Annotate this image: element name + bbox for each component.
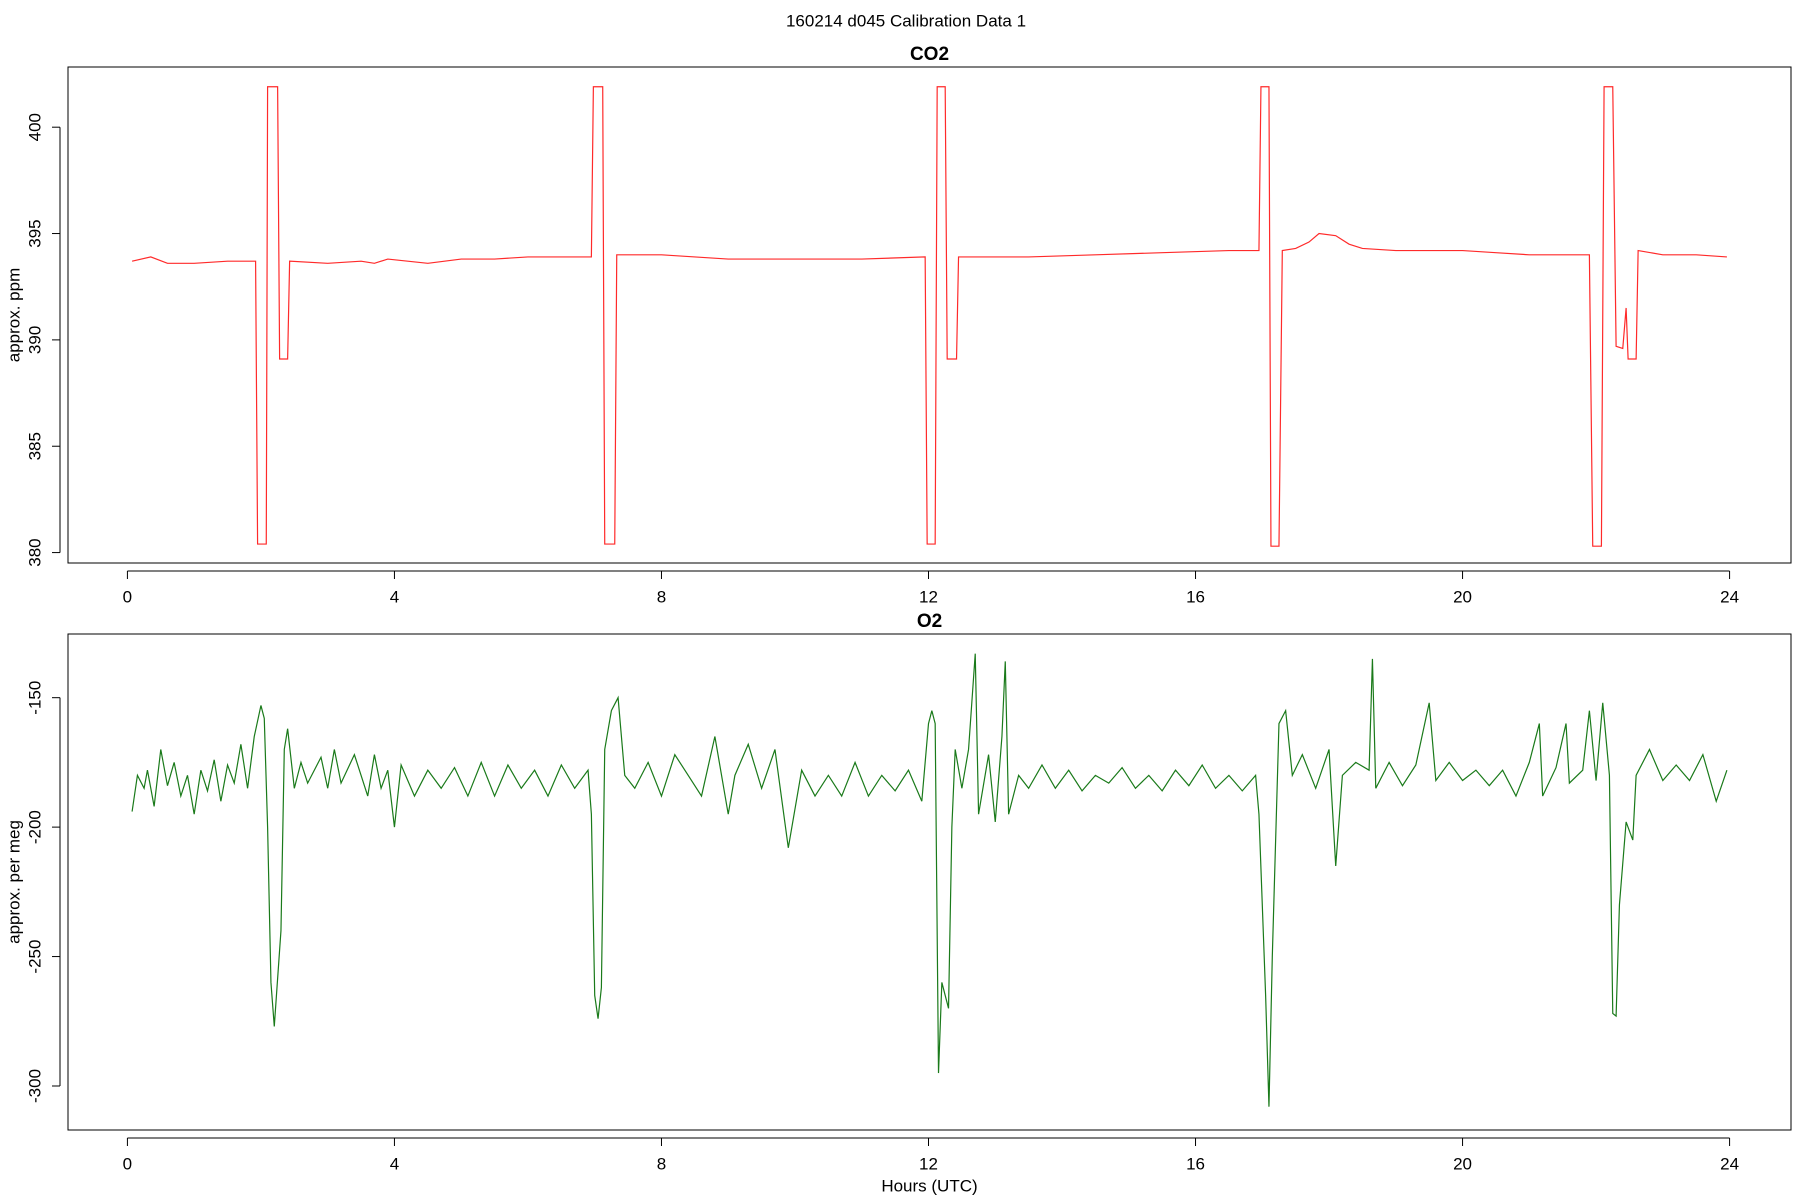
y-tick-label: 380 bbox=[25, 538, 44, 566]
x-tick-label: 20 bbox=[1453, 587, 1472, 606]
chart-title: O2 bbox=[917, 611, 942, 632]
data-line bbox=[131, 653, 1728, 1107]
plot-frame bbox=[67, 66, 1792, 564]
x-tick-label: 4 bbox=[390, 587, 399, 606]
x-tick-label: 24 bbox=[1720, 1154, 1739, 1173]
page-title: 160214 d045 Calibration Data 1 bbox=[786, 11, 1026, 30]
y-tick-label: -250 bbox=[25, 940, 44, 974]
x-tick-label: 4 bbox=[390, 1154, 399, 1173]
data-line bbox=[131, 86, 1727, 547]
x-tick-label: 0 bbox=[123, 587, 132, 606]
x-tick-label: 16 bbox=[1186, 1154, 1205, 1173]
y-tick-label: 395 bbox=[25, 219, 44, 247]
plot-frame bbox=[67, 633, 1792, 1131]
x-axis-label: Hours (UTC) bbox=[881, 1176, 977, 1195]
x-tick-label: 12 bbox=[919, 587, 938, 606]
y-tick-label: -300 bbox=[25, 1069, 44, 1103]
chart-title: CO2 bbox=[910, 44, 949, 65]
y-tick-label: -200 bbox=[25, 810, 44, 844]
x-tick-label: 20 bbox=[1453, 1154, 1472, 1173]
y-tick-label: 390 bbox=[25, 326, 44, 354]
x-tick-label: 8 bbox=[657, 1154, 666, 1173]
y-tick-label: 400 bbox=[25, 113, 44, 141]
x-tick-label: 12 bbox=[919, 1154, 938, 1173]
y-tick-label: 385 bbox=[25, 432, 44, 460]
y-tick-label: -150 bbox=[25, 681, 44, 715]
y-axis-label: approx. per meg bbox=[4, 820, 23, 944]
x-tick-label: 0 bbox=[123, 1154, 132, 1173]
x-tick-label: 16 bbox=[1186, 587, 1205, 606]
y-axis-label: approx. ppm bbox=[4, 268, 23, 363]
x-tick-label: 8 bbox=[657, 587, 666, 606]
x-tick-label: 24 bbox=[1720, 587, 1739, 606]
